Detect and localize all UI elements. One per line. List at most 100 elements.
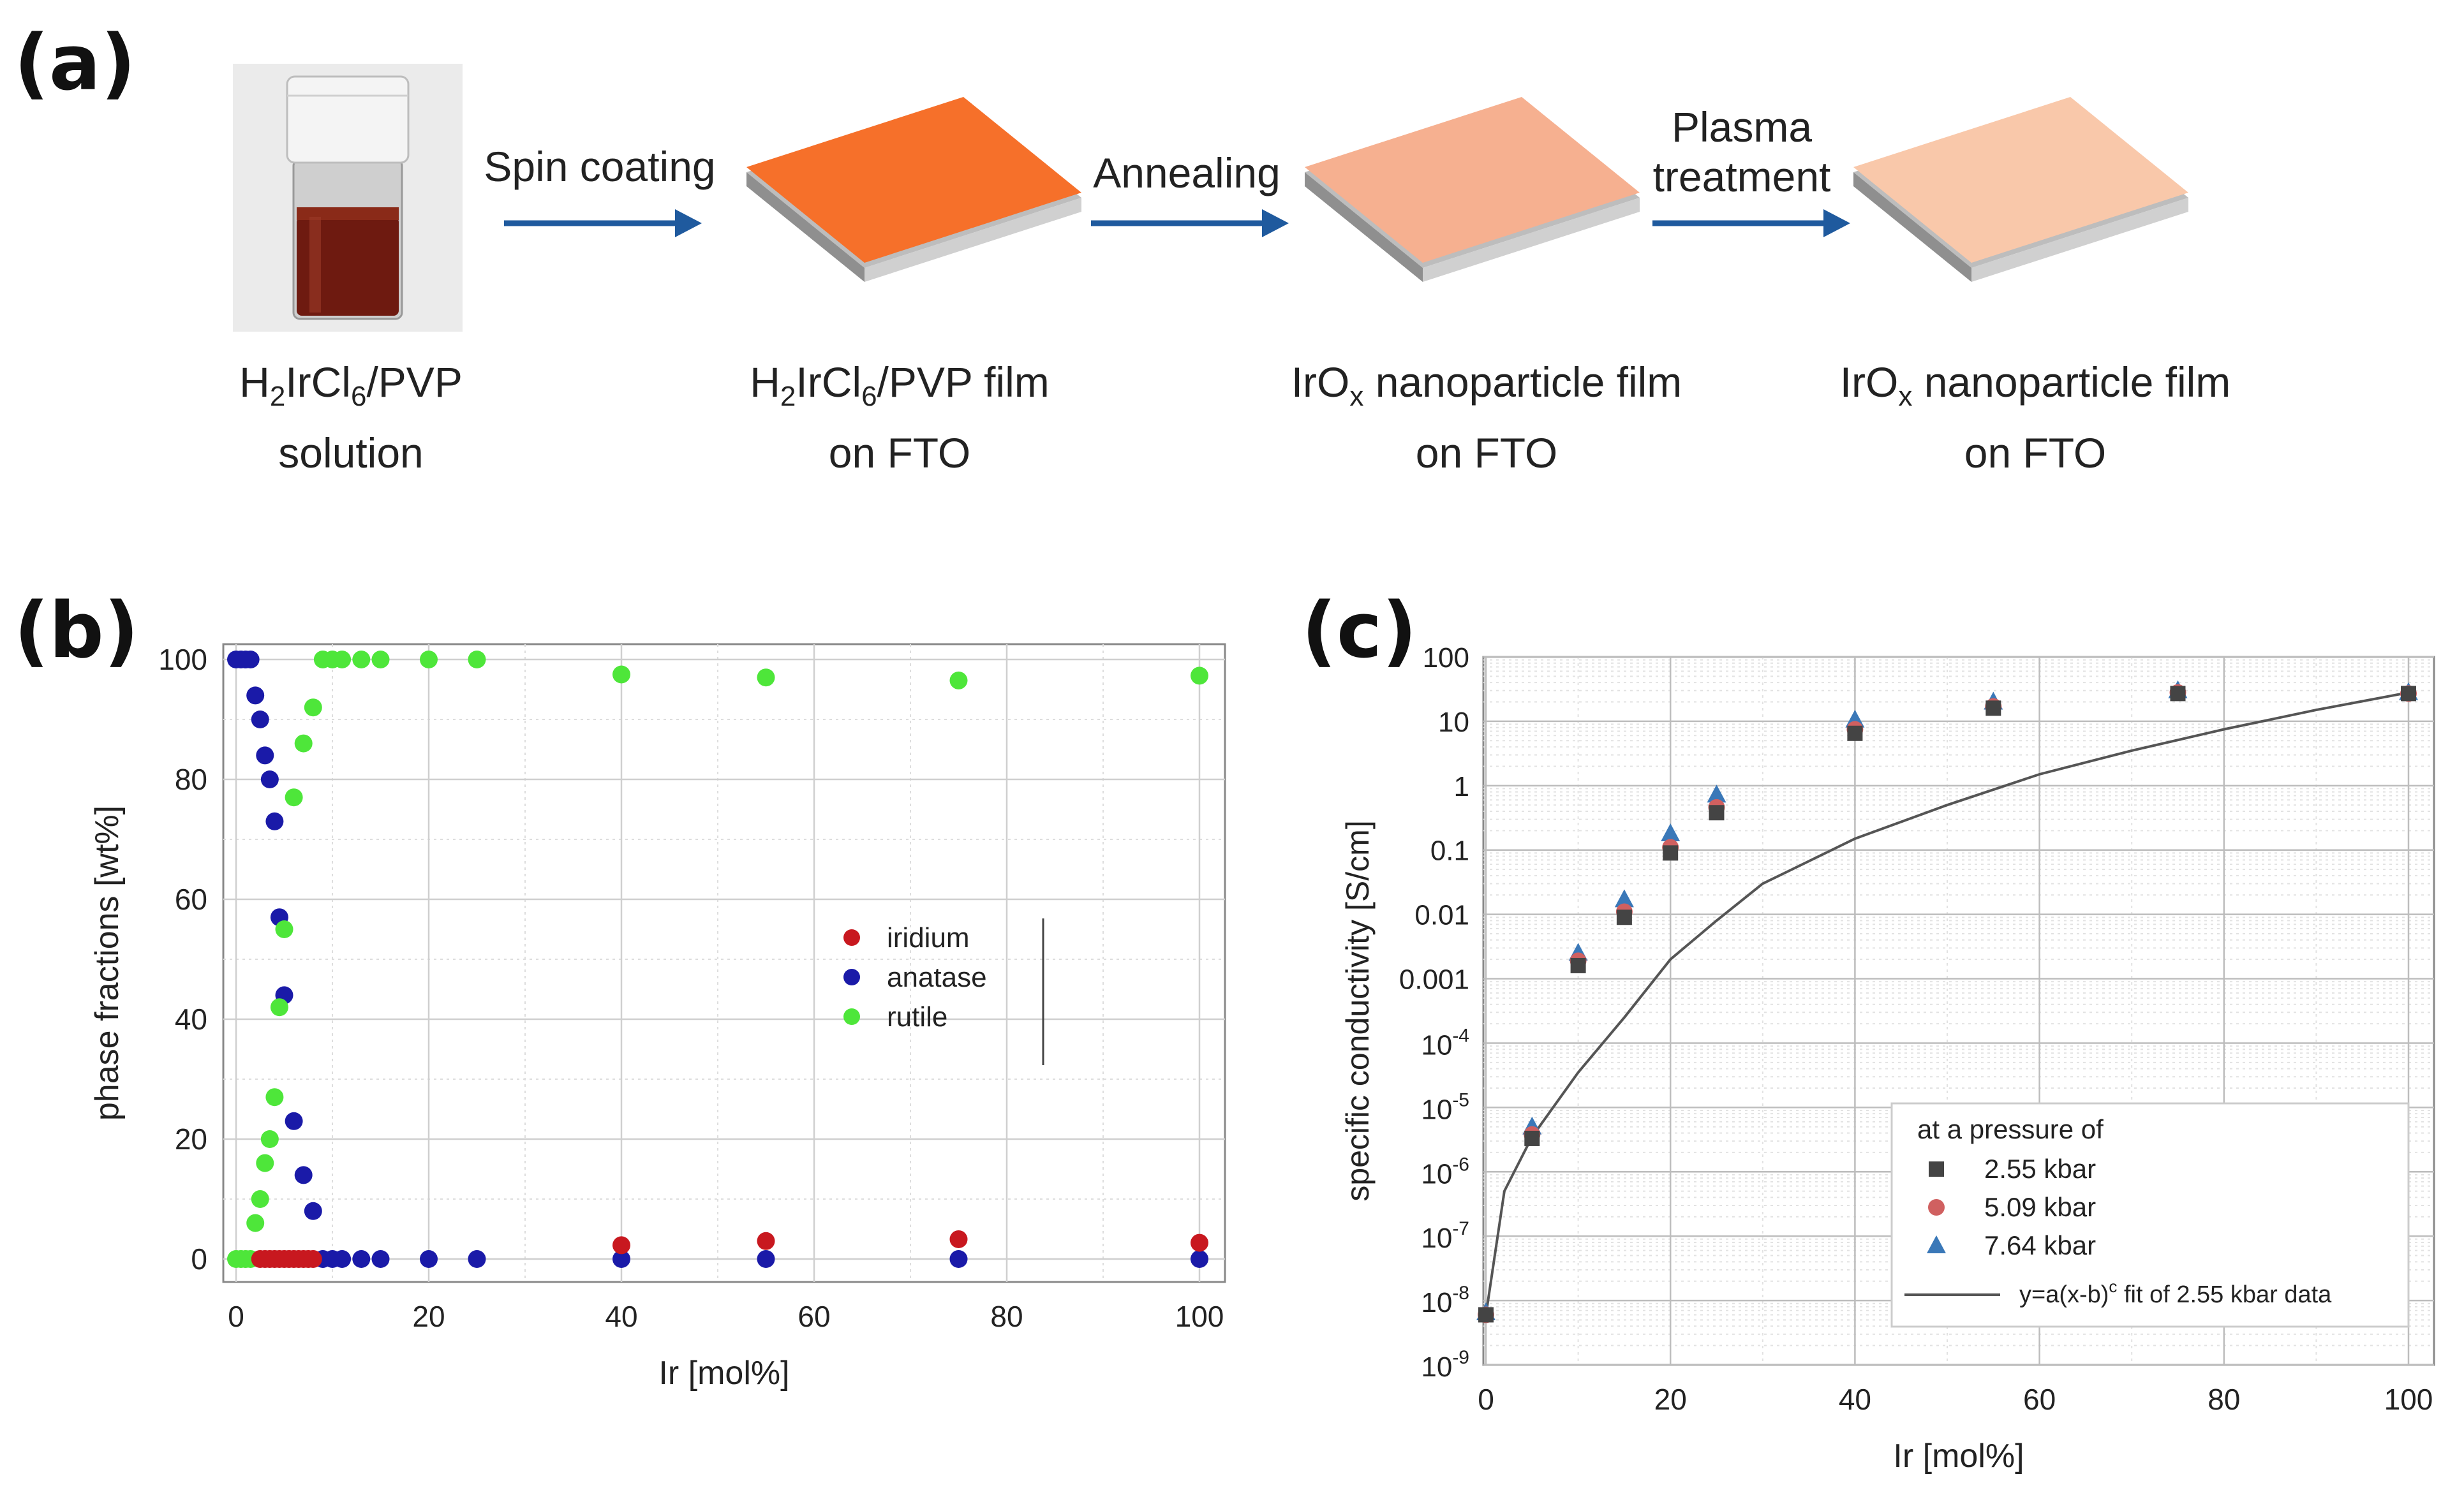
data-point-anatase [949,1250,968,1268]
y-tick-label-b: 20 [175,1123,207,1156]
data-point-rutile [260,1130,279,1148]
y-tick-label-c: 10-8 [1421,1283,1469,1318]
data-point-anatase [352,1250,371,1268]
legend-marker-rutile [843,1008,860,1025]
film-h2ircl6-pvp [746,97,1081,282]
data-point-rutile [757,668,775,687]
data-point-anatase [333,1250,352,1268]
data-point-anatase [285,1112,303,1130]
data-point-anatase [371,1250,390,1268]
x-axis-label-c: Ir [mol%] [1893,1438,2024,1475]
legend-marker-anatase [843,969,860,985]
data-point-rutile [251,1190,269,1208]
plot-area-b [222,643,1226,1283]
data-point-rutile [468,651,486,668]
film-irox-plasma [1853,97,2188,282]
y-tick-label-c: 10-4 [1421,1025,1469,1061]
y-axis-label-b: phase fractions [wt%] [89,806,126,1121]
data-point-iridium [612,1236,630,1255]
data-point-rutile [304,698,322,717]
legend-label-iridium: iridium [887,922,970,954]
legend-marker-7.64-kbar [1927,1235,1946,1253]
fit-curve [1485,691,2409,1315]
x-tick-label-b: 60 [798,1300,830,1333]
data-point-2.55-kbar [1616,910,1632,925]
data-point-rutile [256,1154,274,1172]
x-tick-label-b: 80 [990,1300,1023,1333]
x-tick-label-b: 0 [228,1300,244,1333]
legend-fit-label: y=a(x-b)c fit of 2.55 kbar data [2019,1277,2332,1308]
x-tick-label-c: 40 [1839,1383,1871,1416]
x-tick-label-b: 40 [605,1300,637,1333]
legend-label-2.55-kbar: 2.55 kbar [1984,1154,2096,1184]
data-point-rutile [270,998,288,1017]
data-point-anatase [265,812,284,830]
liquid-fill [297,217,399,316]
data-point-2.55-kbar [1524,1130,1540,1146]
conductivity-chart: 0 20 40 60 80 100 10-9 10-8 10-7 10-6 10-5 10-4 0.00… [1340,642,2435,1475]
data-point-rutile [246,1214,265,1232]
data-point-anatase [612,1250,630,1268]
caption-solution: H2IrCl6/PVP solution [239,358,463,477]
solution-vial-image [233,64,463,332]
data-point-7.64-kbar [1614,889,1634,908]
panel-a-label: (a) [14,19,136,108]
caption-irox-film-2: IrOx nanoparticle film on FTO [1839,358,2231,477]
data-point-2.55-kbar [1478,1307,1494,1323]
legend-title-c: at a pressure of [1917,1114,2104,1144]
data-point-rutile [420,651,438,668]
y-tick-label-b: 100 [158,643,207,676]
data-point-rutile [333,651,352,668]
data-point-rutile [294,734,313,753]
data-point-anatase [1191,1250,1208,1268]
data-point-2.55-kbar [1570,957,1586,973]
data-point-2.55-kbar [1847,725,1863,741]
arrow-label-plasma-line2: treatment [1652,153,1831,200]
data-point-anatase [420,1250,438,1268]
y-tick-label-c: 10-5 [1421,1089,1469,1125]
vial-cap [286,75,410,164]
legend-marker-2.55-kbar [1929,1161,1944,1177]
y-tick-label-c: 0.1 [1430,836,1469,867]
arrow-label-plasma-treatment: Plasma treatment [1621,102,1863,202]
data-point-anatase [251,711,269,728]
x-tick-label-b: 20 [412,1300,445,1333]
data-point-iridium [949,1230,968,1248]
x-tick-label-c: 60 [2023,1383,2056,1416]
data-point-iridium [304,1250,322,1268]
data-point-rutile [612,665,630,684]
y-tick-label-c: 0.001 [1399,964,1469,996]
data-point-anatase [256,746,274,765]
arrow-plasma [1652,209,1850,237]
data-point-rutile [265,1088,284,1107]
data-point-7.64-kbar [1707,784,1726,803]
data-point-anatase [304,1202,322,1220]
data-point-anatase [468,1250,486,1268]
caption-h2ircl6-film: H2IrCl6/PVP film on FTO [750,358,1050,477]
arrow-spin-coating [504,209,702,237]
legend-label-rutile: rutile [887,1001,947,1033]
y-tick-label-b: 60 [175,883,207,916]
data-point-rutile [949,671,968,689]
y-tick-label-b: 40 [175,1003,207,1036]
caption-irox-film-1: IrOx nanoparticle film on FTO [1291,358,1682,477]
y-tick-label-c: 10-7 [1421,1218,1469,1254]
y-tick-label-c: 10-9 [1421,1347,1469,1383]
x-tick-label-c: 20 [1654,1383,1687,1416]
data-point-2.55-kbar [2170,686,2186,702]
x-tick-label-c: 0 [1478,1383,1494,1416]
data-point-rutile [275,920,293,938]
data-point-2.55-kbar [1663,845,1679,861]
film-irox-annealed [1305,97,1640,282]
data-point-iridium [757,1232,775,1250]
x-tick-label-c: 100 [2384,1383,2433,1416]
y-tick-label-b: 0 [191,1242,207,1276]
y-tick-label-c: 100 [1423,642,1469,674]
arrow-label-spin-coating: Spin coating [484,143,716,190]
legend-label-5.09-kbar: 5.09 kbar [1984,1192,2096,1222]
data-point-rutile [352,651,371,668]
data-point-anatase [294,1166,313,1184]
legend-label-anatase: anatase [887,962,987,993]
data-point-anatase [757,1250,775,1268]
legend-marker-iridium [843,929,860,946]
